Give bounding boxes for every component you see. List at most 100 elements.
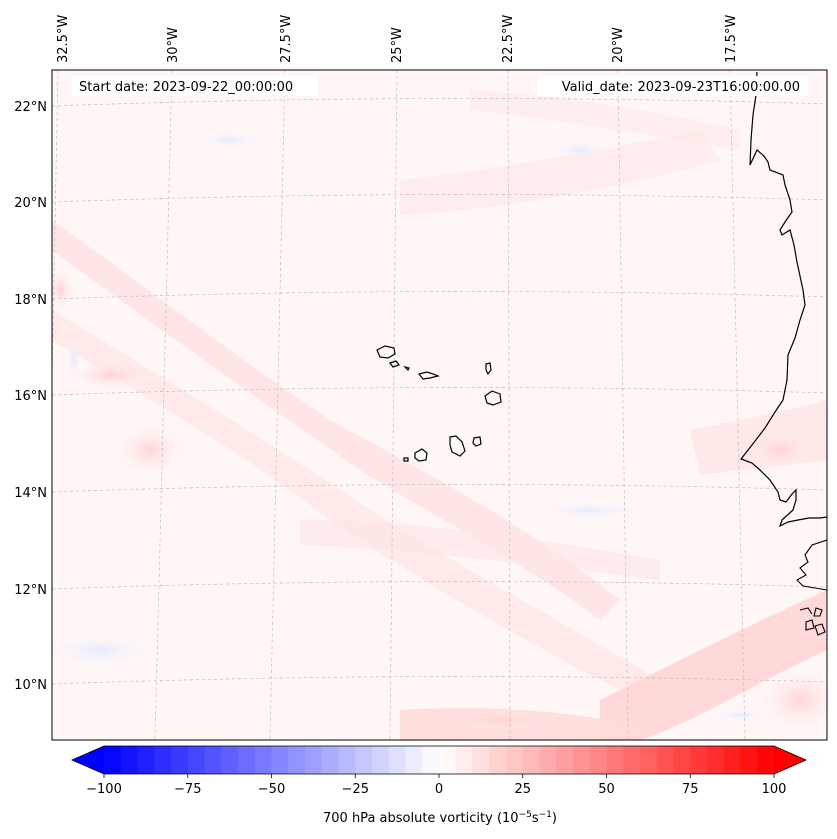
- vorticity-map: [52, 70, 827, 740]
- island-sal: [485, 362, 492, 376]
- colorbar-segment: [238, 746, 256, 774]
- colorbar-segment: [707, 746, 725, 774]
- colorbar-tick-label: 75: [682, 782, 699, 797]
- vorticity-band: [300, 520, 660, 580]
- colorbar-segment: [405, 746, 423, 774]
- colorbar-segment: [305, 746, 323, 774]
- colorbar-label-main: 700 hPa absolute vorticity (10: [323, 811, 519, 826]
- vorticity-minimum: [555, 142, 605, 158]
- colorbar-segment: [673, 746, 691, 774]
- island-santa-luzia: [403, 365, 410, 372]
- colorbar-segment: [522, 746, 540, 774]
- vorticity-maximum: [115, 425, 185, 475]
- colorbar-segment: [455, 746, 473, 774]
- colorbar-segment: [740, 746, 758, 774]
- africa-coastline: [740, 71, 827, 528]
- vorticity-band: [400, 130, 720, 215]
- colorbar: −100 −75 −50 −25 0 25 50 75 100 700 hPa absolute…: [71, 745, 807, 826]
- colorbar-segment: [690, 746, 708, 774]
- island-fogo: [414, 448, 428, 462]
- colorbar-ticks: −100 −75 −50 −25 0 25 50 75 100: [86, 774, 786, 797]
- island-santiago: [449, 435, 466, 457]
- colorbar-segment: [254, 746, 272, 774]
- colorbar-segment: [422, 746, 440, 774]
- colorbar-label-end: ): [552, 811, 557, 826]
- island-boa-vista: [484, 390, 502, 406]
- vorticity-band: [470, 90, 740, 150]
- colorbar-segments: [104, 746, 775, 774]
- colorbar-segment: [539, 746, 557, 774]
- vorticity-maximum: [760, 670, 827, 730]
- longitude-labels: 32.5°W 30°W 27.5°W 25°W 22.5°W 20°W 17.5…: [56, 15, 739, 63]
- colorbar-tick-label: 100: [762, 782, 787, 797]
- bijagos-islands: [799, 607, 826, 636]
- lon-label: 22.5°W: [501, 15, 516, 63]
- lon-label: 32.5°W: [56, 15, 71, 63]
- colorbar-segment: [589, 746, 607, 774]
- colorbar-segment: [288, 746, 306, 774]
- vorticity-maximum: [70, 361, 150, 389]
- colorbar-segment: [104, 746, 122, 774]
- colorbar-segment: [271, 746, 289, 774]
- colorbar-segment: [656, 746, 674, 774]
- colorbar-tick-label: −50: [258, 782, 285, 797]
- cape-verde-islands: [376, 345, 502, 462]
- colorbar-segment: [187, 746, 205, 774]
- vorticity-band: [52, 310, 660, 700]
- island-maio: [472, 436, 482, 447]
- vorticity-band: [600, 590, 827, 740]
- vorticity-minimum: [545, 503, 635, 517]
- vorticity-minimum: [715, 709, 765, 721]
- vorticity-maximum: [52, 270, 74, 310]
- longitude-gridlines: [52, 70, 746, 740]
- lat-label: 14°N: [14, 486, 47, 501]
- colorbar-segment: [120, 746, 138, 774]
- colorbar-segment: [573, 746, 591, 774]
- lon-label: 17.5°W: [724, 15, 739, 63]
- colorbar-segment: [757, 746, 775, 774]
- lat-label: 10°N: [14, 678, 47, 693]
- colorbar-segment: [640, 746, 658, 774]
- colorbar-tick-label: −25: [342, 782, 369, 797]
- vorticity-maximum: [440, 710, 560, 730]
- latitude-labels: 22°N 20°N 18°N 16°N 14°N 12°N 10°N: [14, 100, 47, 693]
- colorbar-segment: [154, 746, 172, 774]
- colorbar-segment: [221, 746, 239, 774]
- valid-date-box: [538, 76, 808, 96]
- start-date-box: [72, 76, 317, 96]
- lat-label: 16°N: [14, 389, 47, 404]
- lat-label: 22°N: [14, 100, 47, 115]
- colorbar-segment: [623, 746, 641, 774]
- lon-label: 30°W: [166, 27, 181, 63]
- island-sao-vicente: [389, 360, 400, 368]
- colorbar-tick-label: 0: [435, 782, 443, 797]
- colorbar-label: 700 hPa absolute vorticity (10−5s−1): [323, 810, 557, 826]
- colorbar-tick-label: −75: [174, 782, 201, 797]
- colorbar-segment: [372, 746, 390, 774]
- map-frame: [51, 69, 828, 741]
- vorticity-maximum: [750, 432, 810, 468]
- vorticity-minimum: [52, 636, 150, 664]
- vorticity-minimum: [68, 338, 80, 382]
- start-date-text: Start date: 2023-09-22_00:00:00: [79, 80, 293, 95]
- vorticity-band: [52, 220, 620, 620]
- colorbar-segment: [472, 746, 490, 774]
- lon-label: 27.5°W: [279, 15, 294, 63]
- vorticity-minimum: [200, 132, 260, 148]
- colorbar-segment: [489, 746, 507, 774]
- colorbar-segment: [556, 746, 574, 774]
- colorbar-tick-label: −100: [86, 782, 122, 797]
- colorbar-segment: [338, 746, 356, 774]
- lat-label: 12°N: [14, 583, 47, 598]
- colorbar-segment: [506, 746, 524, 774]
- colorbar-tick-label: 25: [514, 782, 531, 797]
- colorbar-segment: [606, 746, 624, 774]
- colorbar-segment: [321, 746, 339, 774]
- colorbar-segment: [439, 746, 457, 774]
- lon-label: 25°W: [390, 27, 405, 63]
- colorbar-segment: [388, 746, 406, 774]
- colorbar-label-exp2: −1: [539, 810, 552, 820]
- island-sao-nicolau: [417, 371, 440, 380]
- lon-label: 20°W: [611, 27, 626, 63]
